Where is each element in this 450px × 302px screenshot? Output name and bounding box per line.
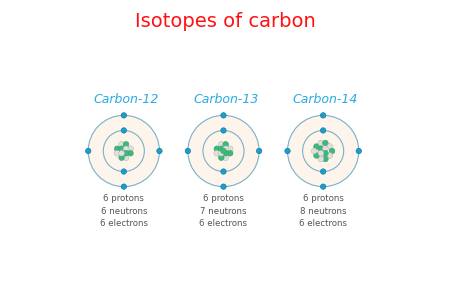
Circle shape <box>318 140 324 146</box>
Circle shape <box>314 144 320 149</box>
Circle shape <box>121 128 126 133</box>
Circle shape <box>327 144 333 149</box>
Circle shape <box>288 115 359 187</box>
Circle shape <box>223 155 229 161</box>
Circle shape <box>221 113 226 118</box>
Circle shape <box>119 155 125 161</box>
Circle shape <box>128 146 133 152</box>
Circle shape <box>218 150 224 156</box>
Circle shape <box>314 153 320 158</box>
Circle shape <box>318 150 324 156</box>
Circle shape <box>285 148 290 154</box>
Circle shape <box>114 146 120 152</box>
Circle shape <box>323 140 328 146</box>
Circle shape <box>223 141 229 147</box>
Circle shape <box>119 146 125 152</box>
Circle shape <box>121 113 126 118</box>
Circle shape <box>323 156 328 162</box>
Circle shape <box>356 148 361 154</box>
Circle shape <box>214 146 220 152</box>
Circle shape <box>320 184 326 189</box>
Circle shape <box>203 130 244 172</box>
Circle shape <box>218 155 224 161</box>
Circle shape <box>256 148 262 154</box>
Circle shape <box>218 141 224 147</box>
Circle shape <box>123 150 129 156</box>
Circle shape <box>329 148 335 154</box>
Circle shape <box>227 150 233 156</box>
Circle shape <box>320 128 326 133</box>
Text: 6 protons
6 neutrons
6 electrons: 6 protons 6 neutrons 6 electrons <box>100 194 148 228</box>
Circle shape <box>104 130 144 172</box>
Circle shape <box>323 150 328 156</box>
Circle shape <box>88 115 159 187</box>
Text: 6 protons
8 neutrons
6 electrons: 6 protons 8 neutrons 6 electrons <box>299 194 347 228</box>
Circle shape <box>86 148 91 154</box>
Circle shape <box>218 146 224 152</box>
Circle shape <box>221 128 226 133</box>
Text: 6 protons
7 neutrons
6 electrons: 6 protons 7 neutrons 6 electrons <box>199 194 248 228</box>
Circle shape <box>327 153 333 158</box>
Circle shape <box>157 148 162 154</box>
Circle shape <box>123 155 129 161</box>
Circle shape <box>128 150 133 156</box>
Text: Carbon-14: Carbon-14 <box>293 93 358 106</box>
Circle shape <box>223 146 229 152</box>
Circle shape <box>302 130 344 172</box>
Circle shape <box>119 141 125 147</box>
Circle shape <box>318 156 324 162</box>
Circle shape <box>114 150 120 156</box>
Circle shape <box>311 148 317 154</box>
Circle shape <box>220 148 226 154</box>
Circle shape <box>320 113 326 118</box>
Circle shape <box>227 146 233 152</box>
Circle shape <box>223 150 229 156</box>
Text: Carbon-13: Carbon-13 <box>193 93 259 106</box>
Text: Carbon-12: Carbon-12 <box>94 93 159 106</box>
Circle shape <box>214 150 220 156</box>
Circle shape <box>188 115 259 187</box>
Circle shape <box>123 146 129 152</box>
Circle shape <box>121 184 126 189</box>
Text: Isotopes of carbon: Isotopes of carbon <box>135 12 315 31</box>
Circle shape <box>185 148 190 154</box>
Circle shape <box>221 184 226 189</box>
Circle shape <box>119 150 125 156</box>
Circle shape <box>323 146 328 152</box>
Circle shape <box>221 169 226 174</box>
Circle shape <box>318 146 324 152</box>
Circle shape <box>121 169 126 174</box>
Circle shape <box>320 169 326 174</box>
Circle shape <box>123 141 129 147</box>
